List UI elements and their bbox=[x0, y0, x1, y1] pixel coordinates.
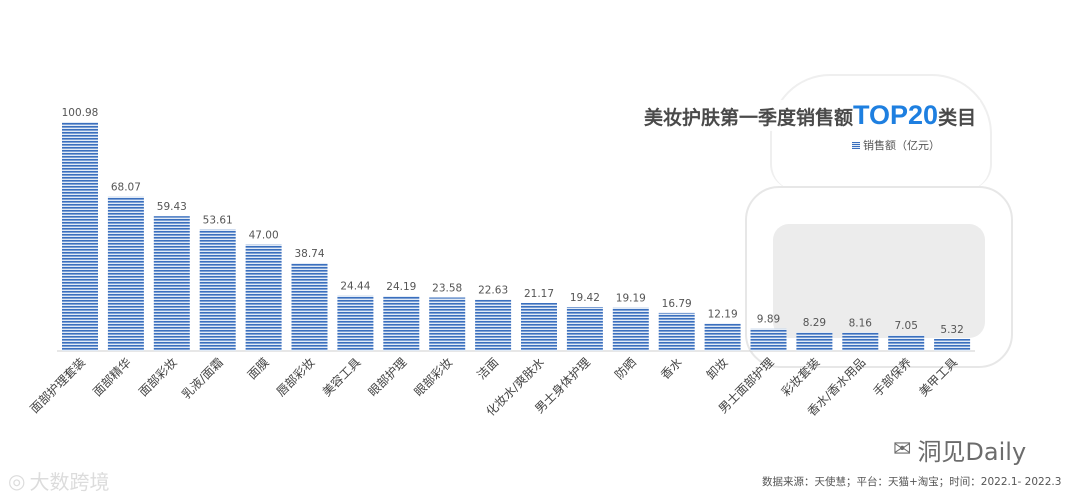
data-label: 5.32 bbox=[940, 324, 963, 336]
category-label: 美容工具 bbox=[319, 355, 364, 400]
category-label: 香水 bbox=[658, 355, 685, 382]
category-label: 眼部护理 bbox=[365, 355, 410, 400]
category-label: 面膜 bbox=[245, 355, 272, 382]
bar bbox=[521, 303, 557, 351]
bar bbox=[153, 216, 190, 351]
bar bbox=[612, 307, 649, 351]
title-highlight: TOP20 bbox=[853, 100, 939, 130]
bar bbox=[750, 328, 787, 351]
data-source-note: 数据来源：天使慧；平台：天猫+淘宝；时间：2022.1- 2022.3 bbox=[762, 476, 1062, 488]
bar bbox=[888, 335, 925, 351]
chart-legend: 销售额（亿元） bbox=[852, 137, 940, 153]
data-label: 16.79 bbox=[662, 298, 692, 310]
data-label: 8.16 bbox=[849, 318, 873, 330]
data-label: 21.17 bbox=[524, 288, 554, 300]
data-label: 22.63 bbox=[478, 285, 508, 297]
watermark-left: ◎ 大数跨境 bbox=[8, 466, 109, 495]
data-label: 24.19 bbox=[386, 281, 416, 293]
bar bbox=[934, 338, 971, 351]
bar bbox=[245, 244, 282, 351]
wechat-icon: ✉ bbox=[893, 437, 912, 462]
category-label: 防晒 bbox=[611, 355, 639, 383]
bar bbox=[796, 332, 833, 351]
data-label: 38.74 bbox=[294, 248, 324, 260]
category-label: 美甲工具 bbox=[916, 355, 960, 399]
data-label: 100.98 bbox=[62, 107, 99, 119]
bar bbox=[107, 196, 144, 351]
watermark-right: ✉ 洞见Daily bbox=[893, 432, 1026, 467]
bar bbox=[566, 307, 603, 351]
bar bbox=[62, 122, 98, 351]
data-label: 53.61 bbox=[203, 214, 233, 226]
data-label: 23.58 bbox=[432, 283, 462, 295]
watermark-right-text: 洞见Daily bbox=[917, 438, 1027, 466]
legend-label: 销售额（亿元） bbox=[863, 139, 940, 152]
category-label: 洁面 bbox=[474, 355, 501, 382]
bar bbox=[199, 229, 236, 351]
category-label: 唇部彩妆 bbox=[273, 355, 318, 400]
bar bbox=[658, 312, 695, 351]
chart-title: 美妆护肤第一季度销售额TOP20类目 bbox=[640, 100, 981, 131]
category-label: 乳液/面霜 bbox=[178, 355, 225, 402]
data-label: 19.19 bbox=[616, 293, 646, 305]
category-label: 面部护理套装 bbox=[27, 355, 89, 417]
category-label: 面部精华 bbox=[89, 355, 134, 400]
title-prefix: 美妆护肤第一季度销售额 bbox=[644, 107, 854, 129]
category-label: 卸妆 bbox=[703, 355, 731, 383]
category-label: 眼部彩妆 bbox=[411, 355, 456, 400]
bar bbox=[842, 332, 879, 351]
bar bbox=[337, 295, 374, 351]
eye-logo-icon: ◎ bbox=[8, 468, 26, 493]
jar-label-decoration bbox=[773, 224, 985, 338]
data-label: 9.89 bbox=[757, 314, 780, 326]
data-label: 7.05 bbox=[895, 320, 918, 332]
bar bbox=[291, 263, 328, 351]
data-label: 68.07 bbox=[111, 182, 141, 194]
data-label: 8.29 bbox=[803, 317, 826, 329]
legend-swatch bbox=[852, 141, 860, 149]
category-label: 彩妆套装 bbox=[779, 355, 823, 399]
bar bbox=[429, 297, 466, 351]
data-label: 24.44 bbox=[340, 281, 370, 293]
data-label: 19.42 bbox=[570, 292, 600, 304]
watermark-left-text: 大数跨境 bbox=[29, 470, 110, 494]
title-suffix: 类目 bbox=[938, 107, 977, 129]
data-label: 59.43 bbox=[157, 201, 187, 213]
category-label: 面部彩妆 bbox=[135, 355, 180, 400]
data-label: 47.00 bbox=[249, 229, 279, 241]
bar bbox=[383, 296, 420, 351]
bar bbox=[475, 299, 512, 351]
jar-lid-decoration bbox=[770, 74, 992, 190]
data-label: 12.19 bbox=[708, 308, 738, 320]
bar bbox=[704, 323, 741, 351]
category-label: 手部保养 bbox=[870, 355, 915, 400]
